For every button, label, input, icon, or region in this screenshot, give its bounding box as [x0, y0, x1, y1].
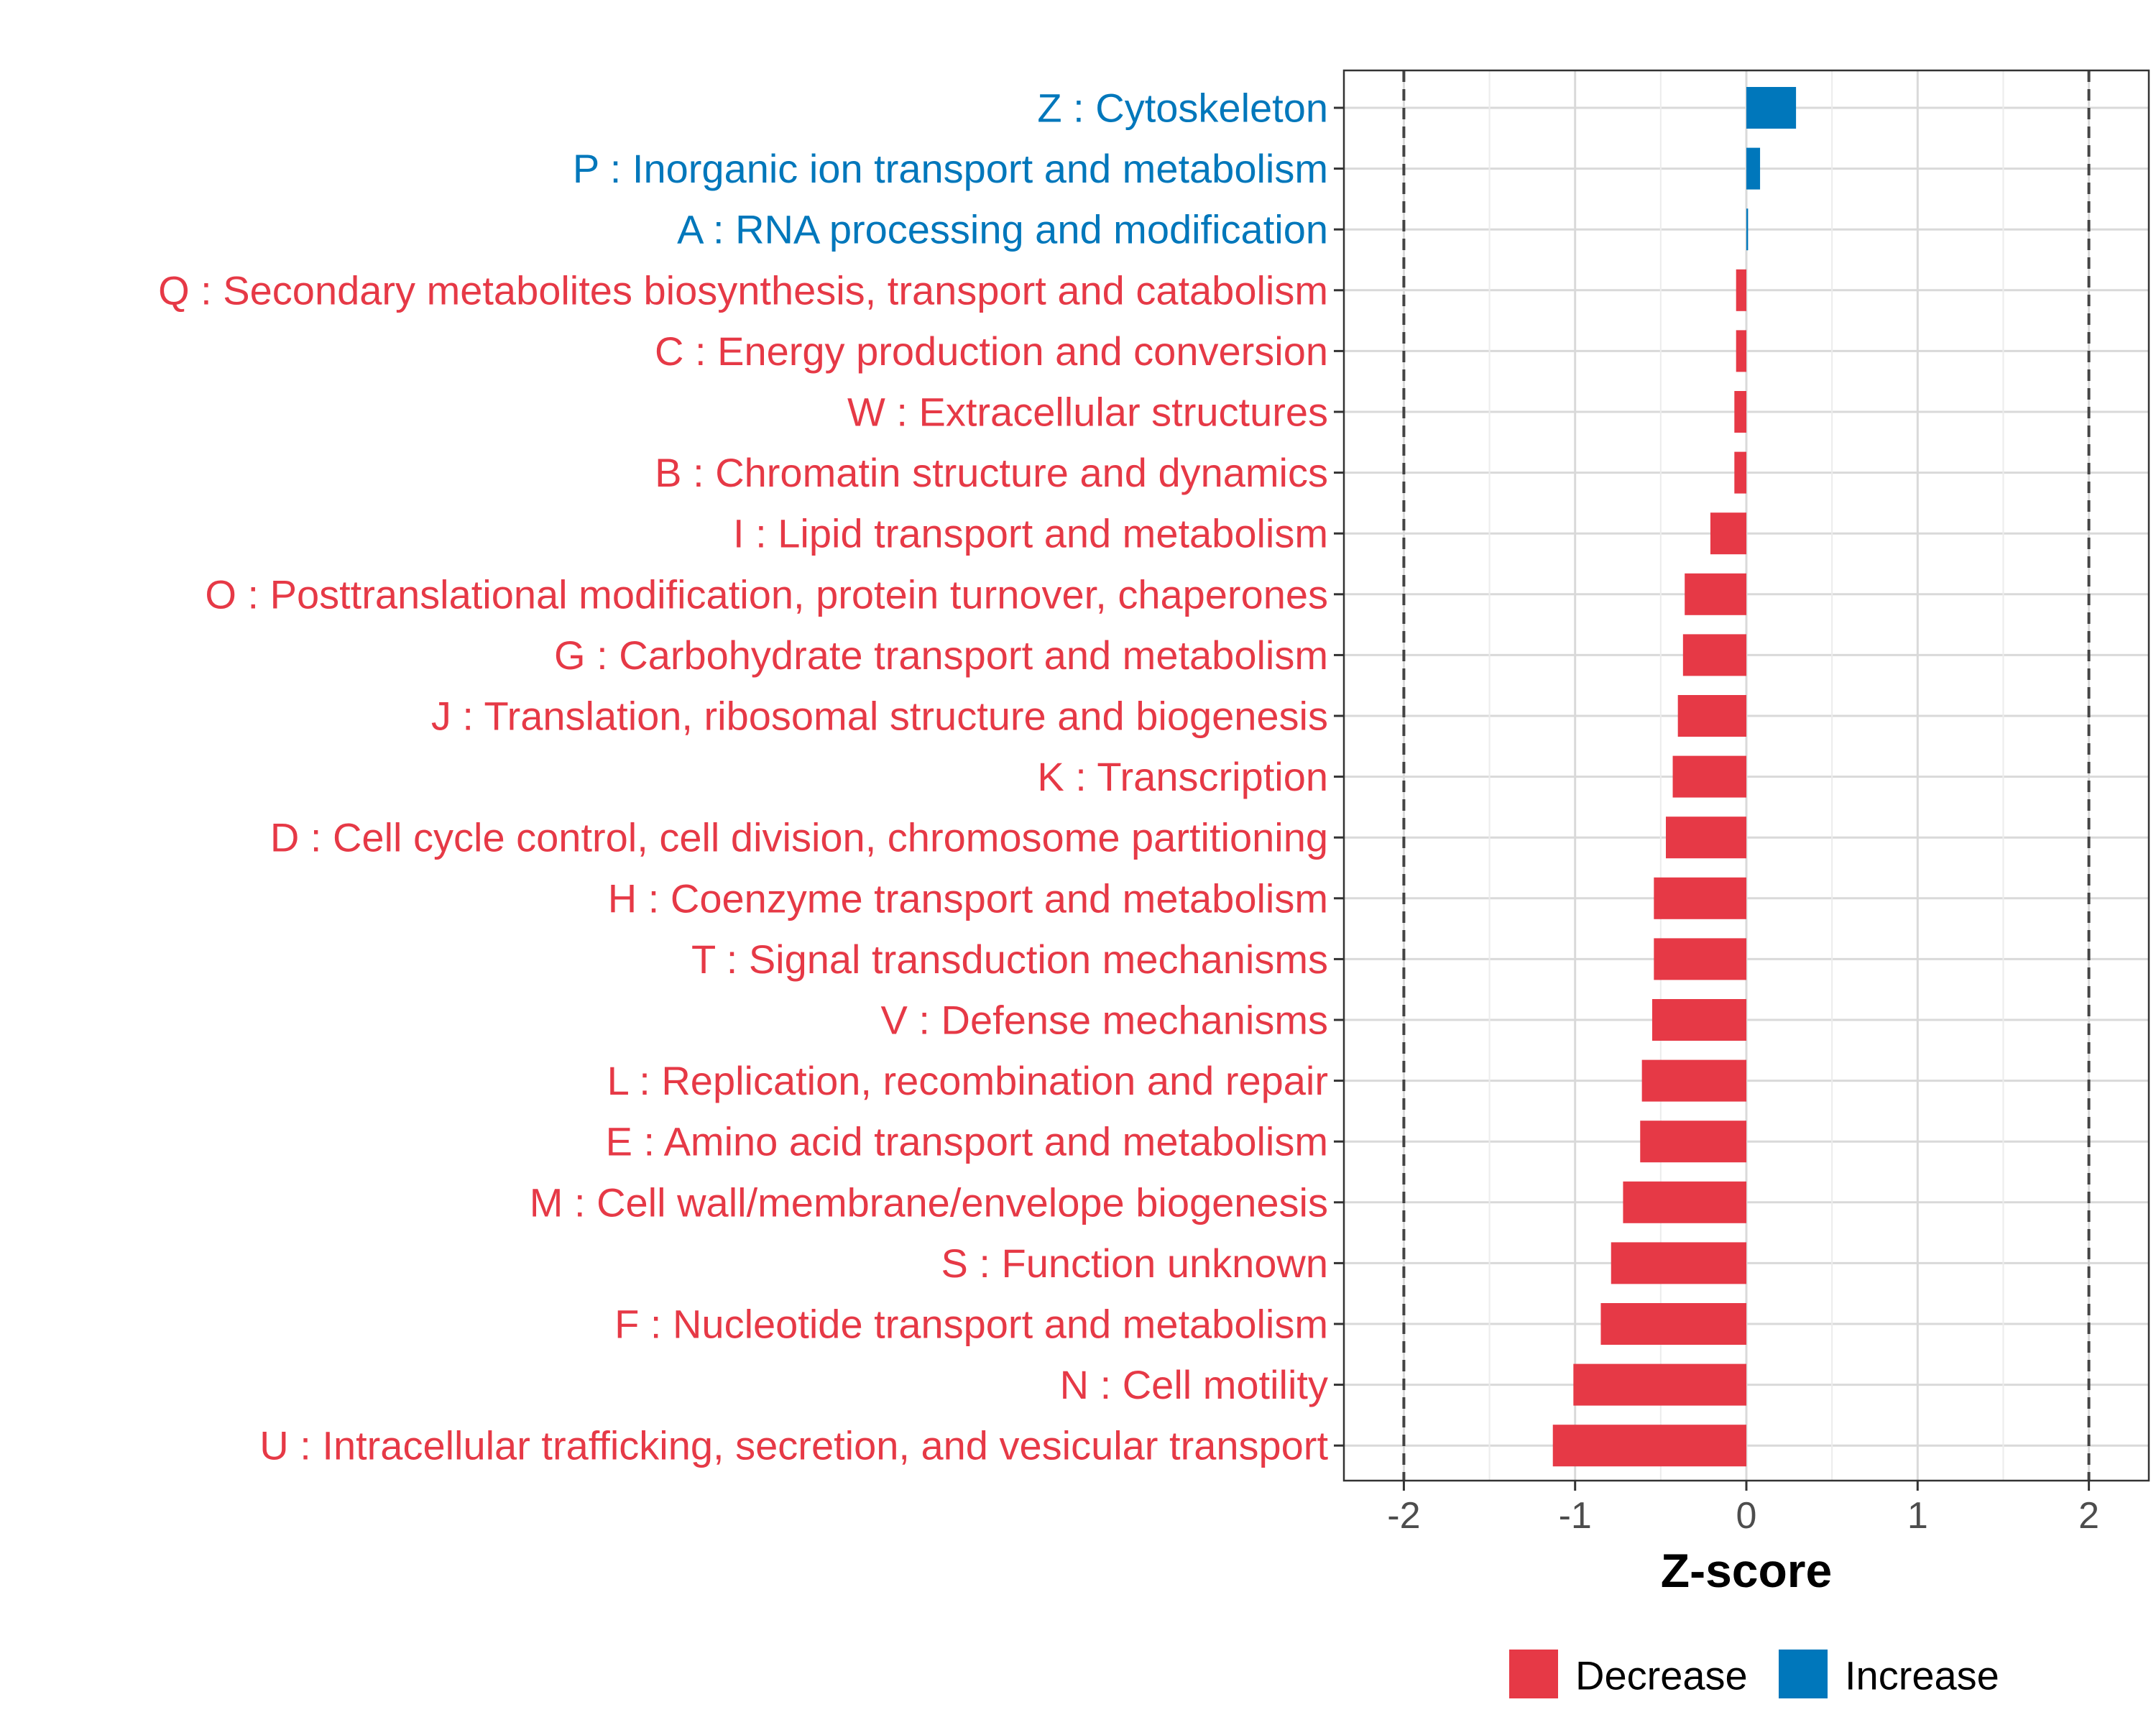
legend-label: Decrease	[1575, 1653, 1748, 1698]
bar-i	[1710, 512, 1746, 555]
bar-z	[1746, 87, 1797, 129]
bar-s	[1611, 1242, 1746, 1284]
bar-p	[1746, 147, 1761, 190]
category-label: Q : Secondary metabolites biosynthesis, …	[158, 267, 1328, 313]
bar-e	[1640, 1121, 1746, 1163]
category-label: U : Intracellular trafficking, secretion…	[259, 1423, 1328, 1468]
bar-a	[1746, 208, 1749, 251]
x-tick-label: 2	[2078, 1495, 2099, 1537]
category-label: W : Extracellular structures	[847, 390, 1328, 435]
legend-item-decrease: Decrease	[1509, 1650, 1748, 1698]
category-label: T : Signal transduction mechanisms	[691, 937, 1328, 982]
legend-swatch	[1509, 1650, 1558, 1698]
legend-swatch	[1779, 1650, 1828, 1698]
bar-w	[1734, 391, 1746, 433]
category-label: D : Cell cycle control, cell division, c…	[270, 815, 1328, 860]
bar-m	[1623, 1181, 1746, 1223]
x-axis-title: Z-score	[1661, 1544, 1832, 1597]
bar-layer	[1552, 87, 1797, 1467]
bar-h	[1654, 877, 1746, 919]
bar-t	[1654, 938, 1746, 980]
category-label: F : Nucleotide transport and metabolism	[614, 1302, 1328, 1347]
x-axis: -2 -1 0 1 2	[1387, 1481, 2099, 1537]
y-axis: Z : Cytoskeleton P : Inorganic ion transp…	[158, 86, 1344, 1468]
legend-label: Increase	[1845, 1653, 1999, 1698]
category-label: C : Energy production and conversion	[655, 328, 1328, 374]
category-label: N : Cell motility	[1060, 1362, 1328, 1407]
category-label: J : Translation, ribosomal structure and…	[431, 694, 1328, 739]
category-label: L : Replication, recombination and repai…	[607, 1058, 1328, 1103]
x-tick-label: 1	[1907, 1495, 1928, 1537]
bar-v	[1651, 999, 1746, 1041]
bar-g	[1682, 634, 1746, 676]
bar-k	[1672, 755, 1746, 798]
legend-item-increase: Increase	[1779, 1650, 1999, 1698]
category-label: H : Coenzyme transport and metabolism	[608, 875, 1328, 921]
bar-b	[1734, 451, 1746, 494]
x-tick-label: 0	[1736, 1495, 1757, 1537]
bar-n	[1573, 1363, 1746, 1406]
category-label: V : Defense mechanisms	[881, 998, 1328, 1043]
bar-d	[1666, 816, 1746, 859]
category-label: I : Lipid transport and metabolism	[733, 511, 1328, 556]
category-label: G : Carbohydrate transport and metabolis…	[554, 632, 1328, 678]
bar-j	[1677, 695, 1746, 737]
category-label: A : RNA processing and modification	[677, 207, 1328, 252]
category-label: O : Posttranslational modification, prot…	[205, 571, 1328, 617]
bar-q	[1736, 269, 1746, 311]
category-label: M : Cell wall/membrane/envelope biogenes…	[530, 1179, 1328, 1225]
bar-c	[1736, 330, 1746, 372]
category-label: P : Inorganic ion transport and metaboli…	[573, 146, 1328, 191]
bar-l	[1641, 1059, 1746, 1102]
reference-lines	[1402, 70, 2091, 1481]
bar-u	[1552, 1425, 1746, 1467]
category-label: S : Function unknown	[941, 1241, 1328, 1286]
category-label: K : Transcription	[1037, 754, 1328, 799]
x-tick-label: -1	[1559, 1495, 1592, 1537]
legend: Decrease Increase	[1509, 1650, 1999, 1698]
category-label: B : Chromatin structure and dynamics	[655, 450, 1328, 495]
bar-f	[1600, 1303, 1746, 1345]
x-tick-label: -2	[1387, 1495, 1420, 1537]
bar-o	[1685, 573, 1746, 615]
category-label: E : Amino acid transport and metabolism	[606, 1119, 1328, 1164]
category-label: Z : Cytoskeleton	[1037, 86, 1328, 131]
